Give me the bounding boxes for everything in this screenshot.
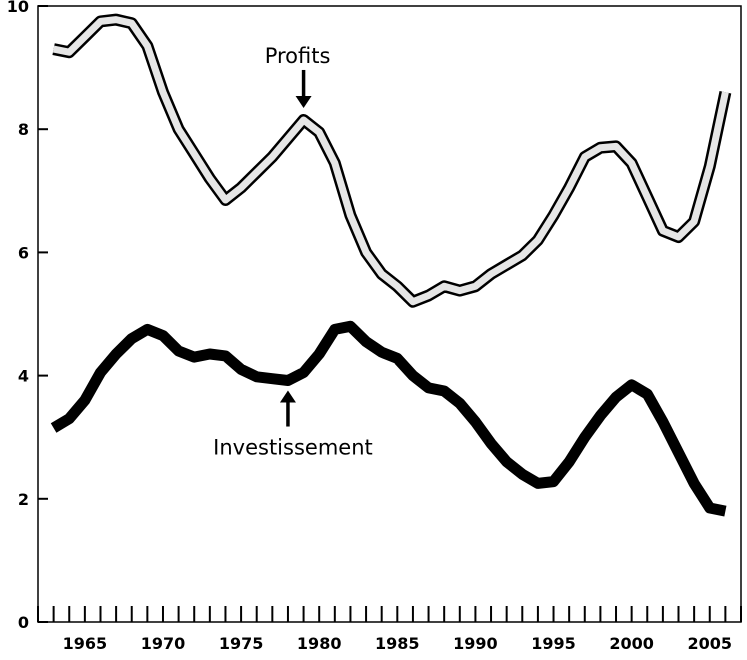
series-line-investissement (50, 320, 727, 517)
annotation-label-profits: Profits (265, 44, 331, 68)
x-tick-label: 1975 (219, 634, 264, 653)
y-tick-label: 2 (18, 490, 29, 509)
x-tick-label: 2000 (609, 634, 654, 653)
x-axis: 1965 1970 1975 1980 1985 1990 1995 2000 2005 (37, 606, 742, 653)
y-tick-label: 6 (18, 243, 29, 262)
annotation-layer: Profits Investissement (213, 44, 373, 460)
x-tick-label: 1990 (453, 634, 498, 653)
x-tick-label: 2005 (687, 634, 732, 653)
plot-frame (37, 5, 742, 623)
y-axis: 0 2 4 6 8 10 (7, 0, 48, 632)
x-tick-label: 1980 (297, 634, 342, 653)
annotation-arrowhead-investissement (279, 390, 296, 403)
x-tick-label: 1970 (141, 634, 186, 653)
annotation-arrowhead-profits (295, 95, 312, 108)
x-tick-label: 1965 (63, 634, 108, 653)
y-tick-label: 0 (18, 613, 29, 632)
series-line-profits (52, 16, 729, 306)
y-tick-label: 4 (18, 367, 29, 386)
series-layer (50, 13, 732, 517)
annotation-label-investissement: Investissement (213, 436, 373, 460)
x-tick-label: 1995 (531, 634, 576, 653)
y-tick-label: 10 (7, 0, 29, 16)
y-tick-label: 8 (18, 120, 29, 139)
x-tick-label: 1985 (375, 634, 420, 653)
